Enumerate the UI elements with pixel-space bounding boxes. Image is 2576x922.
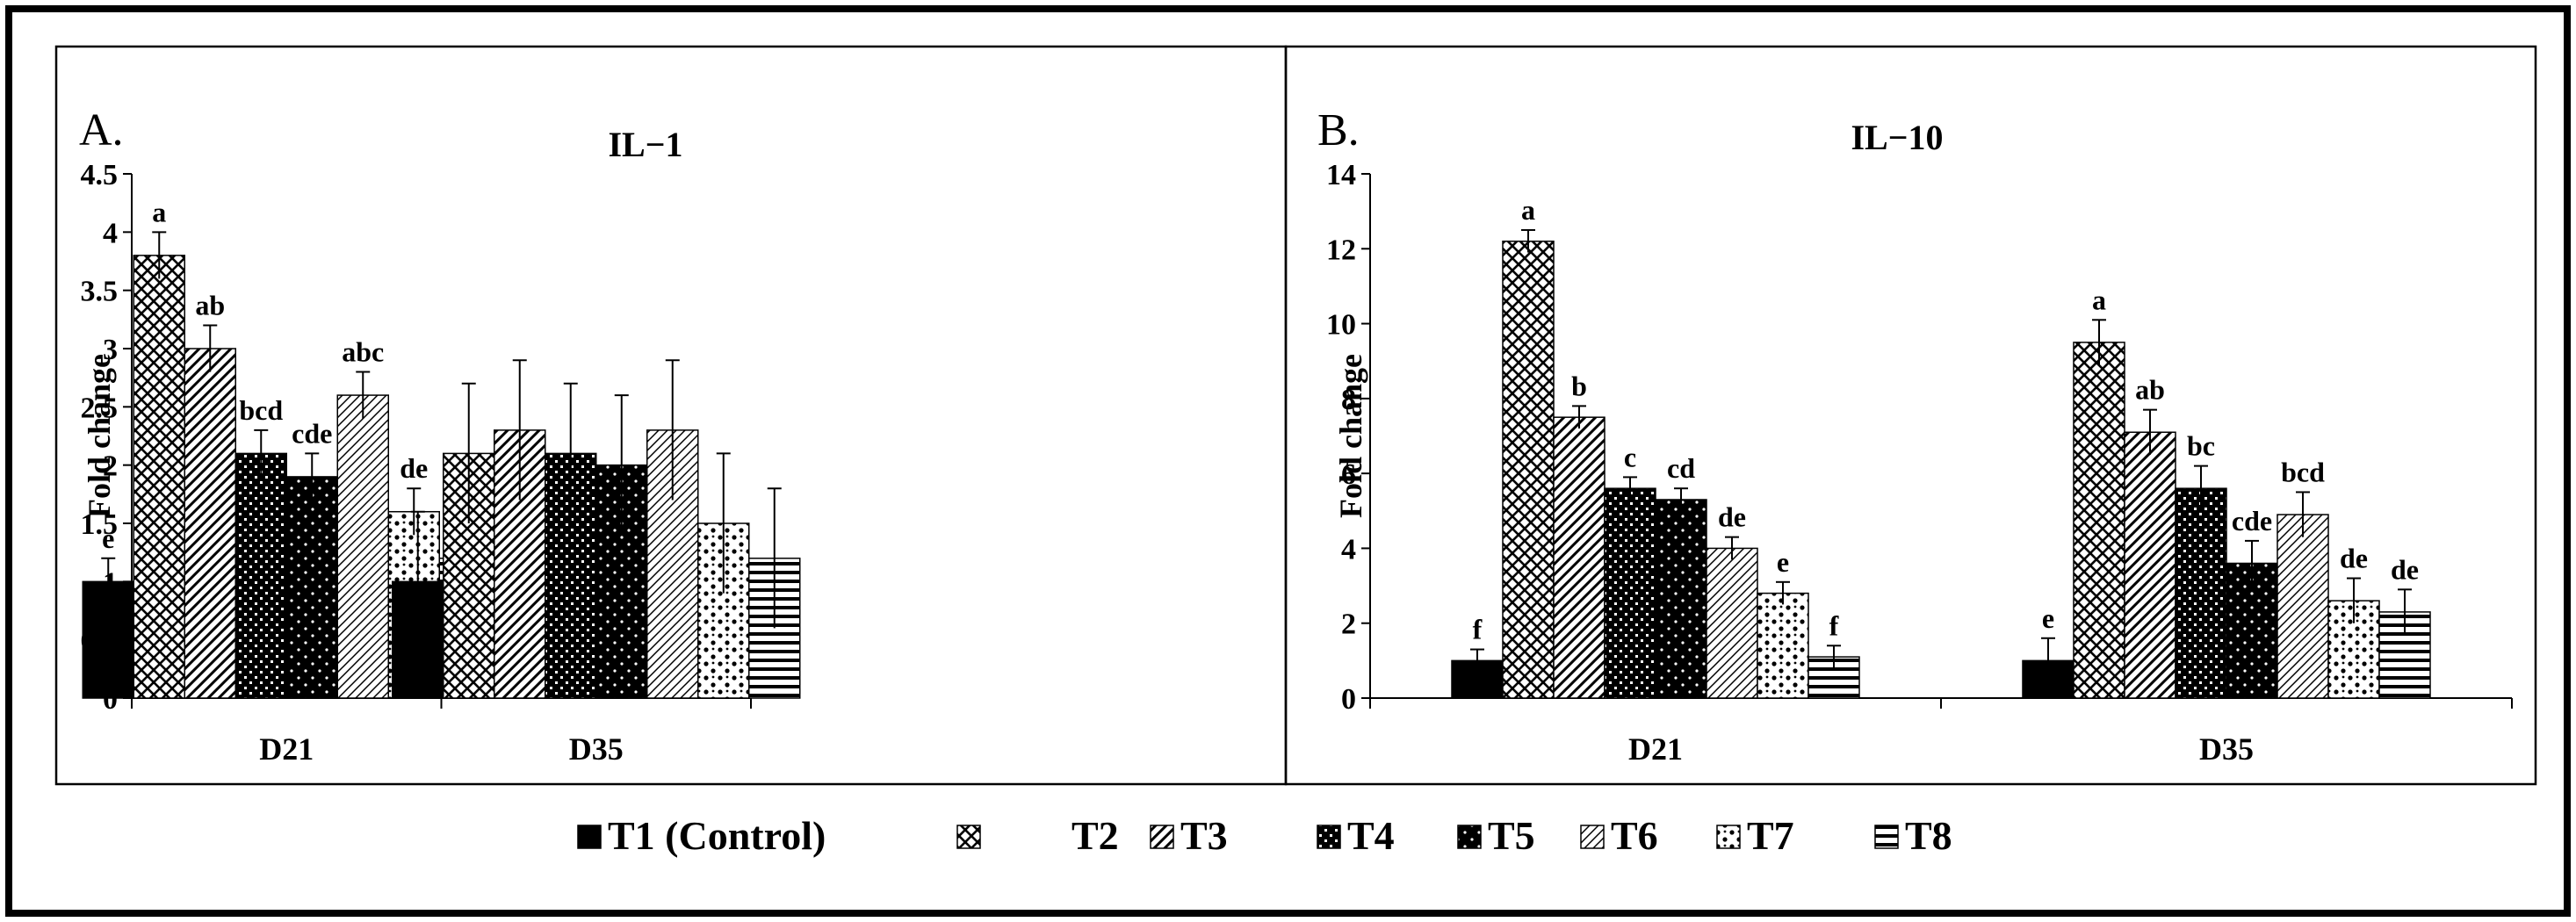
bar-t3 (2124, 431, 2176, 699)
significance-label: de (400, 452, 428, 484)
panel-label: A. (79, 105, 124, 155)
significance-label: e (1777, 546, 1789, 578)
bar-t4 (2175, 487, 2227, 699)
bar-t3 (184, 348, 236, 699)
bar-t7 (1757, 592, 1809, 699)
legend-label-t8: T8 (1905, 813, 1952, 858)
y-tick-label: 3 (103, 334, 118, 366)
legend: T1 (Control) T2 T3 T4 T5 T6 T7 T8 (577, 813, 1952, 858)
bar-t3 (1553, 416, 1605, 699)
significance-label: ab (2135, 374, 2165, 406)
y-tick-label: 10 (1326, 309, 1356, 342)
significance-label: cd (1667, 452, 1695, 484)
significance-label: bcd (239, 394, 283, 426)
y-tick-label: 12 (1326, 234, 1356, 266)
bar-t8 (1808, 656, 1860, 699)
legend-swatch-t3 (1150, 825, 1174, 849)
y-tick-label: 4 (103, 217, 118, 249)
significance-label: e (2042, 602, 2054, 634)
legend-label-t1: T1 (Control) (608, 813, 826, 858)
legend-swatch-t2 (956, 825, 981, 849)
x-tick-label: D35 (2199, 731, 2254, 767)
bar-t2 (133, 255, 185, 699)
panel-b-frame (1284, 45, 2537, 786)
legend-swatch-t4 (1317, 825, 1341, 849)
bar-t2 (1502, 241, 1555, 699)
legend-label-t3: T3 (1180, 813, 1228, 858)
x-tick-label: D21 (259, 731, 314, 767)
bar-t6 (1706, 547, 1758, 699)
panel-a-chart: IL−1A.Fold change00.511.522.533.544.5D21… (79, 105, 801, 767)
significance-label: bc (2187, 430, 2215, 462)
legend-label-t6: T6 (1611, 813, 1658, 858)
significance-label: a (152, 196, 166, 227)
y-tick-label: 2.5 (81, 392, 119, 424)
significance-label: f (1473, 614, 1483, 645)
bar-t4 (1604, 487, 1656, 699)
significance-label: c (1624, 441, 1636, 472)
legend-swatch-t1 (577, 825, 602, 849)
y-tick-label: 0 (1341, 683, 1356, 716)
panel-label: B. (1317, 105, 1360, 155)
significance-label: f (1829, 609, 1839, 641)
chart-title: IL−10 (1851, 118, 1943, 157)
bar-t2 (2073, 342, 2125, 699)
x-tick-label: D21 (1628, 731, 1683, 767)
legend-label-t5: T5 (1488, 813, 1535, 858)
significance-label: bcd (2281, 456, 2325, 487)
significance-label: e (102, 522, 114, 554)
y-tick-label: 1.5 (81, 508, 119, 541)
y-tick-label: 4.5 (81, 159, 119, 191)
bar-t5 (1655, 499, 1707, 699)
significance-label: ab (195, 289, 225, 321)
significance-label: de (1718, 501, 1746, 533)
bar-t5 (285, 476, 338, 699)
legend-swatch-t6 (1580, 825, 1605, 849)
significance-label: b (1571, 370, 1587, 401)
legend-swatch-t5 (1457, 825, 1482, 849)
legend-label-t4: T4 (1347, 813, 1395, 858)
significance-label: de (2391, 553, 2419, 585)
y-tick-label: 8 (1341, 384, 1356, 416)
bar-t4 (235, 452, 287, 699)
y-tick-label: 14 (1326, 159, 1356, 191)
significance-label: a (2092, 284, 2106, 315)
significance-label: a (1521, 194, 1535, 226)
significance-label: cde (292, 417, 332, 449)
legend-label-t7: T7 (1747, 813, 1794, 858)
y-axis-label: Fold change (1333, 354, 1368, 518)
significance-label: abc (342, 336, 384, 368)
y-axis-label: Fold change (82, 354, 117, 518)
y-tick-label: 2 (1341, 609, 1356, 641)
significance-label: cde (2232, 505, 2272, 537)
significance-label: de (2340, 543, 2368, 574)
chart-title: IL−1 (608, 125, 682, 164)
legend-label-t2: T2 (1072, 813, 1119, 858)
y-tick-label: 2 (103, 450, 118, 483)
x-tick-label: D35 (569, 731, 624, 767)
legend-swatch-t8 (1874, 825, 1899, 849)
bar-t6 (2277, 514, 2329, 699)
figure-outer-frame (5, 5, 2571, 917)
legend-swatch-t7 (1716, 825, 1741, 849)
y-tick-label: 6 (1341, 458, 1356, 491)
y-tick-label: 4 (1341, 533, 1356, 565)
bar-t6 (336, 394, 389, 699)
y-tick-label: 3.5 (81, 276, 119, 308)
